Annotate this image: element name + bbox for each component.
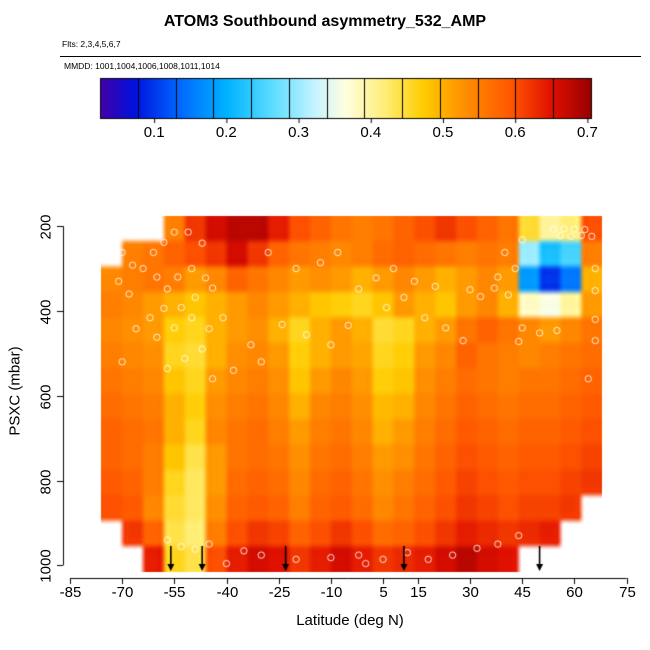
flights-label: Flts: 2,3,4,5,6,7 xyxy=(62,39,121,49)
mmdd-label: MMDD: 1001,1004,1006,1008,1011,1014 xyxy=(64,61,220,71)
plot-title: ATOM3 Southbound asymmetry_532_AMP xyxy=(163,13,487,30)
y-axis-title: PSXC (mbar) xyxy=(6,346,24,436)
legend-divider-line xyxy=(60,56,641,57)
x-axis-title: Latitude (deg N) xyxy=(296,612,404,629)
